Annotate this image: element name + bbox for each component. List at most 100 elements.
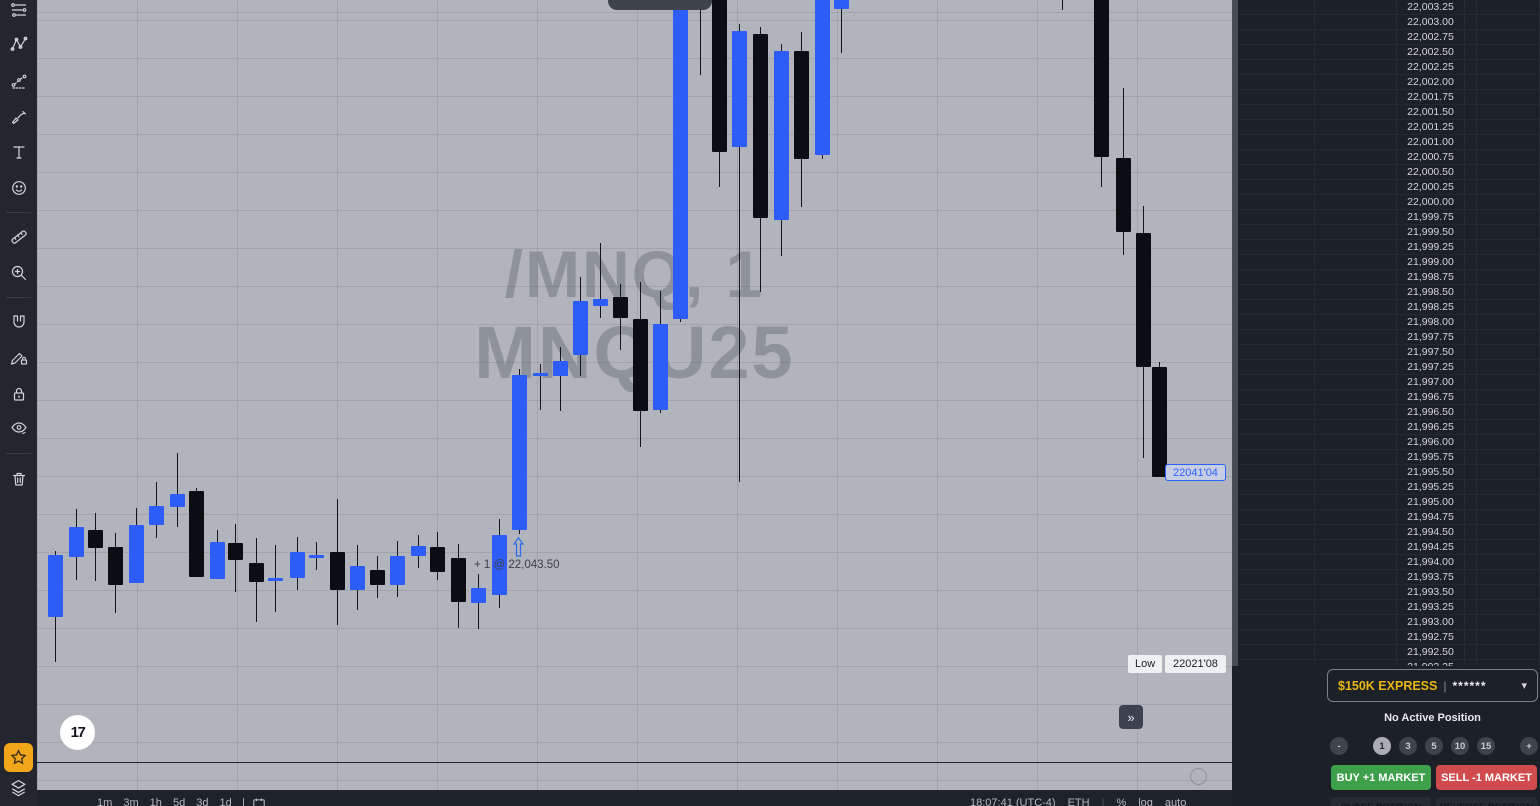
dom-ask-cell[interactable] <box>1477 45 1540 59</box>
dom-bid-cell[interactable] <box>1315 285 1397 299</box>
dom-price[interactable]: 21,993.25 <box>1397 600 1465 614</box>
dom-bid-cell[interactable] <box>1238 345 1315 359</box>
dom-price[interactable]: 21,996.25 <box>1397 420 1465 434</box>
dom-bid-cell[interactable] <box>1315 45 1397 59</box>
dom-ask-cell[interactable] <box>1477 105 1540 119</box>
dom-ask-cell[interactable] <box>1477 420 1540 434</box>
dom-row[interactable]: 21,993.75 <box>1238 570 1540 585</box>
dom-ask-cell[interactable] <box>1477 90 1540 104</box>
dom-bid-cell[interactable] <box>1315 90 1397 104</box>
dom-bid-cell[interactable] <box>1238 510 1315 524</box>
dom-ask-cell[interactable] <box>1477 525 1540 539</box>
emoji-icon[interactable] <box>0 174 37 202</box>
dom-row[interactable]: 21,999.00 <box>1238 255 1540 270</box>
dom-price[interactable]: 22,000.75 <box>1397 150 1465 164</box>
dom-price[interactable]: 22,003.00 <box>1397 15 1465 29</box>
dom-bid-cell[interactable] <box>1315 345 1397 359</box>
dom-ask-cell[interactable] <box>1477 495 1540 509</box>
dom-price[interactable]: 21,994.00 <box>1397 555 1465 569</box>
dom-row[interactable]: 21,994.25 <box>1238 540 1540 555</box>
dom-bid-cell[interactable] <box>1238 315 1315 329</box>
dom-bid-cell[interactable] <box>1238 375 1315 389</box>
dom-ask-cell[interactable] <box>1477 405 1540 419</box>
dom-bid-cell[interactable] <box>1238 525 1315 539</box>
dom-bid-cell[interactable] <box>1315 120 1397 134</box>
qty-decrement-button[interactable]: - <box>1330 737 1348 755</box>
tradingview-logo[interactable]: 17 <box>60 715 95 750</box>
dom-price[interactable]: 21,994.75 <box>1397 510 1465 524</box>
dom-ask-cell[interactable] <box>1465 315 1477 329</box>
dom-bid-cell[interactable] <box>1238 300 1315 314</box>
dom-bid-cell[interactable] <box>1315 660 1397 670</box>
dom-bid-cell[interactable] <box>1315 600 1397 614</box>
dom-ask-cell[interactable] <box>1477 630 1540 644</box>
dom-ask-cell[interactable] <box>1465 405 1477 419</box>
dom-row[interactable]: 22,000.75 <box>1238 150 1540 165</box>
date-range-buttons[interactable]: 1m 3m 1h 5d 3d 1d <box>97 797 232 806</box>
dom-price[interactable]: 22,002.00 <box>1397 75 1465 89</box>
dom-ask-cell[interactable] <box>1477 165 1540 179</box>
pattern-lines-icon[interactable] <box>0 0 37 24</box>
dom-row[interactable]: 22,001.25 <box>1238 120 1540 135</box>
dom-ask-cell[interactable] <box>1465 420 1477 434</box>
lock-icon[interactable] <box>0 380 37 408</box>
trash-icon[interactable] <box>0 465 37 493</box>
dom-bid-cell[interactable] <box>1315 615 1397 629</box>
collapse-panel-button[interactable]: » <box>1119 705 1143 729</box>
dom-row[interactable]: 21,992.75 <box>1238 630 1540 645</box>
qty-option-15[interactable]: 15 <box>1477 737 1495 755</box>
dom-row[interactable]: 21,998.50 <box>1238 285 1540 300</box>
dom-row[interactable]: 21,994.00 <box>1238 555 1540 570</box>
dom-ask-cell[interactable] <box>1465 165 1477 179</box>
dom-row[interactable]: 21,994.50 <box>1238 525 1540 540</box>
dom-ask-cell[interactable] <box>1465 525 1477 539</box>
dom-price[interactable]: 21,993.75 <box>1397 570 1465 584</box>
dom-row[interactable]: 22,003.00 <box>1238 15 1540 30</box>
dom-ask-cell[interactable] <box>1465 120 1477 134</box>
dom-bid-cell[interactable] <box>1315 435 1397 449</box>
dom-row[interactable]: 21,993.25 <box>1238 600 1540 615</box>
dom-ask-cell[interactable] <box>1465 570 1477 584</box>
timezone-settings-icon[interactable] <box>1190 768 1207 785</box>
dom-ask-cell[interactable] <box>1477 435 1540 449</box>
dom-price[interactable]: 21,998.75 <box>1397 270 1465 284</box>
dom-ask-cell[interactable] <box>1465 15 1477 29</box>
dom-ask-cell[interactable] <box>1477 480 1540 494</box>
dom-bid-cell[interactable] <box>1238 165 1315 179</box>
dom-ask-cell[interactable] <box>1465 435 1477 449</box>
dom-row[interactable]: 21,992.50 <box>1238 645 1540 660</box>
dom-price[interactable]: 22,000.50 <box>1397 165 1465 179</box>
dom-price[interactable]: 21,997.25 <box>1397 360 1465 374</box>
dom-bid-cell[interactable] <box>1238 330 1315 344</box>
dom-ask-cell[interactable] <box>1477 270 1540 284</box>
dom-ask-cell[interactable] <box>1465 225 1477 239</box>
dom-ask-cell[interactable] <box>1477 240 1540 254</box>
dom-ask-cell[interactable] <box>1477 465 1540 479</box>
dom-price[interactable]: 21,995.50 <box>1397 465 1465 479</box>
dom-row[interactable]: 21,994.75 <box>1238 510 1540 525</box>
dom-ask-cell[interactable] <box>1465 255 1477 269</box>
dom-row[interactable]: 21,999.75 <box>1238 210 1540 225</box>
dom-row[interactable]: 21,999.25 <box>1238 240 1540 255</box>
dom-price[interactable]: 21,999.50 <box>1397 225 1465 239</box>
dom-price[interactable]: 21,995.75 <box>1397 450 1465 464</box>
dom-bid-cell[interactable] <box>1315 135 1397 149</box>
dom-bid-cell[interactable] <box>1238 360 1315 374</box>
session-toggle[interactable]: ETH <box>1067 797 1090 806</box>
dom-bid-cell[interactable] <box>1238 555 1315 569</box>
dom-ask-cell[interactable] <box>1465 450 1477 464</box>
dom-bid-cell[interactable] <box>1238 615 1315 629</box>
object-tree-icon[interactable] <box>0 773 37 801</box>
dom-ask-cell[interactable] <box>1465 630 1477 644</box>
dom-row[interactable]: 22,002.00 <box>1238 75 1540 90</box>
dom-ask-cell[interactable] <box>1477 330 1540 344</box>
dom-bid-cell[interactable] <box>1315 360 1397 374</box>
qty-option-3[interactable]: 3 <box>1399 737 1417 755</box>
dom-scrollbar[interactable] <box>1232 0 1238 806</box>
dom-ask-cell[interactable] <box>1477 30 1540 44</box>
zoom-in-icon[interactable] <box>0 259 37 287</box>
dom-bid-cell[interactable] <box>1315 465 1397 479</box>
account-selector[interactable]: $150K EXPRESS | ****** ▾ <box>1327 669 1538 702</box>
dom-ask-cell[interactable] <box>1465 510 1477 524</box>
dom-ask-cell[interactable] <box>1477 615 1540 629</box>
